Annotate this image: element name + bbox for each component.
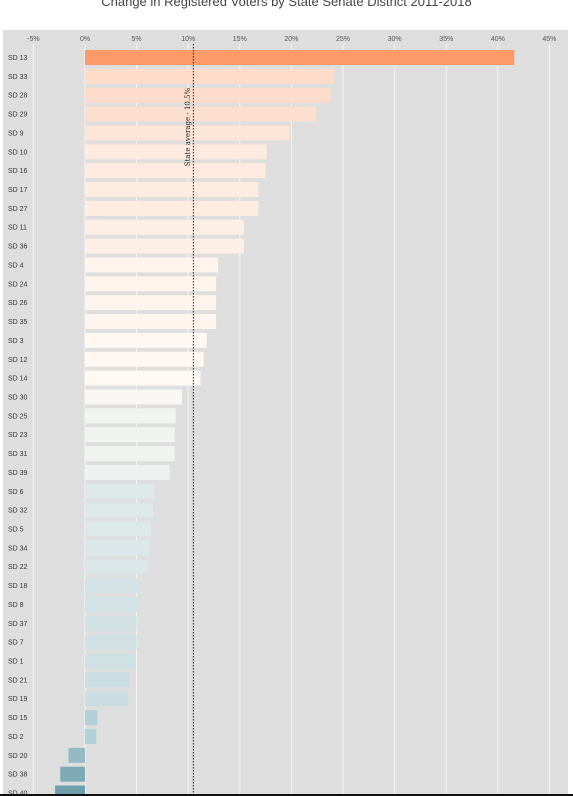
- x-tick-label: 15%: [233, 36, 247, 43]
- bar[interactable]: [85, 540, 151, 556]
- category-label: SD 34: [8, 545, 28, 552]
- category-label: SD 15: [8, 715, 28, 722]
- x-tick-label: 45%: [542, 36, 556, 43]
- category-label: SD 8: [8, 602, 24, 609]
- bar[interactable]: [85, 106, 317, 122]
- bar[interactable]: [55, 785, 85, 796]
- category-label: SD 30: [8, 394, 28, 401]
- bar[interactable]: [85, 596, 138, 612]
- category-label: SD 16: [8, 168, 28, 175]
- category-labels: SD 13 SD 33 SD 28 SD 29 SD 9 SD 10 SD 16 SD 17 S…: [8, 55, 28, 796]
- bar[interactable]: [85, 615, 137, 631]
- bar[interactable]: [85, 370, 201, 386]
- bar[interactable]: [85, 672, 130, 688]
- x-tick-label: 40%: [491, 36, 505, 43]
- bar[interactable]: [85, 295, 217, 311]
- x-tick-label: 5%: [132, 36, 142, 43]
- category-label: SD 20: [8, 753, 28, 760]
- category-label: SD 31: [8, 451, 28, 458]
- category-label: SD 5: [8, 527, 24, 534]
- bar[interactable]: [85, 182, 259, 198]
- bar[interactable]: [85, 68, 334, 84]
- bar[interactable]: [68, 747, 85, 763]
- reference-line-label: State average - 10.5%: [184, 87, 192, 166]
- category-label: SD 10: [8, 149, 28, 156]
- bar[interactable]: [85, 389, 183, 405]
- category-label: SD 4: [8, 262, 24, 269]
- bar[interactable]: [85, 238, 244, 254]
- x-tick-label: 35%: [439, 36, 453, 43]
- bar[interactable]: [85, 446, 175, 462]
- bar[interactable]: [85, 691, 129, 707]
- category-label: SD 6: [8, 489, 24, 496]
- category-label: SD 36: [8, 244, 28, 251]
- bar[interactable]: [85, 332, 207, 348]
- chart-title: Change in Registered Voters by State Sen…: [101, 0, 472, 9]
- category-label: SD 37: [8, 621, 28, 628]
- bar[interactable]: [85, 87, 331, 103]
- category-label: SD 39: [8, 470, 28, 477]
- bar[interactable]: [60, 766, 85, 782]
- bar[interactable]: [85, 314, 217, 330]
- category-label: SD 9: [8, 130, 24, 137]
- x-tick-label: 20%: [284, 36, 298, 43]
- bar[interactable]: [85, 257, 219, 273]
- category-label: SD 26: [8, 300, 28, 307]
- bar[interactable]: [85, 200, 259, 216]
- x-tick-label: -5%: [27, 36, 39, 43]
- category-label: SD 40: [8, 791, 28, 796]
- bar[interactable]: [85, 219, 244, 235]
- bar[interactable]: [85, 710, 98, 726]
- category-label: SD 11: [8, 225, 27, 232]
- category-label: SD 24: [8, 281, 28, 288]
- bar[interactable]: [85, 276, 217, 292]
- bar[interactable]: [85, 351, 204, 367]
- category-label: SD 25: [8, 413, 28, 420]
- category-label: SD 27: [8, 206, 28, 213]
- bar[interactable]: [85, 125, 290, 141]
- category-label: SD 18: [8, 583, 28, 590]
- category-label: SD 19: [8, 696, 28, 703]
- category-label: SD 28: [8, 93, 28, 100]
- x-tick-label: 25%: [336, 36, 350, 43]
- bar[interactable]: [85, 50, 515, 65]
- bar[interactable]: [85, 163, 266, 179]
- bar[interactable]: [85, 521, 152, 537]
- category-label: SD 14: [8, 376, 28, 383]
- category-label: SD 32: [8, 508, 28, 515]
- category-label: SD 17: [8, 187, 28, 194]
- bar[interactable]: [85, 464, 170, 480]
- category-label: SD 29: [8, 112, 28, 119]
- x-tick-label: 10%: [181, 36, 195, 43]
- bar[interactable]: [85, 653, 136, 669]
- category-label: SD 21: [8, 677, 28, 684]
- bar[interactable]: [85, 728, 97, 744]
- x-tick-label: 30%: [388, 36, 402, 43]
- category-label: SD 3: [8, 338, 24, 345]
- bar[interactable]: [85, 427, 175, 443]
- bar[interactable]: [85, 559, 148, 575]
- bars: [55, 50, 515, 796]
- bar[interactable]: [85, 483, 155, 499]
- bar[interactable]: [85, 144, 267, 160]
- category-label: SD 12: [8, 357, 28, 364]
- category-label: SD 38: [8, 772, 28, 779]
- category-label: SD 23: [8, 432, 28, 439]
- x-tick-label: 0%: [80, 36, 90, 43]
- state-average-line: State average - 10.5%: [184, 44, 194, 796]
- category-label: SD 22: [8, 564, 28, 571]
- category-label: SD 1: [8, 659, 24, 666]
- bar[interactable]: [85, 634, 137, 650]
- category-label: SD 13: [8, 55, 28, 62]
- category-label: SD 35: [8, 319, 28, 326]
- bar[interactable]: [85, 578, 139, 594]
- category-label: SD 7: [8, 640, 24, 647]
- bar[interactable]: [85, 502, 154, 518]
- x-axis-ticks: -5% 0% 5% 10% 15% 20% 25% 30% 35% 40% 45%: [27, 36, 556, 43]
- category-label: SD 2: [8, 734, 24, 741]
- category-label: SD 33: [8, 74, 28, 81]
- bar[interactable]: [85, 408, 176, 424]
